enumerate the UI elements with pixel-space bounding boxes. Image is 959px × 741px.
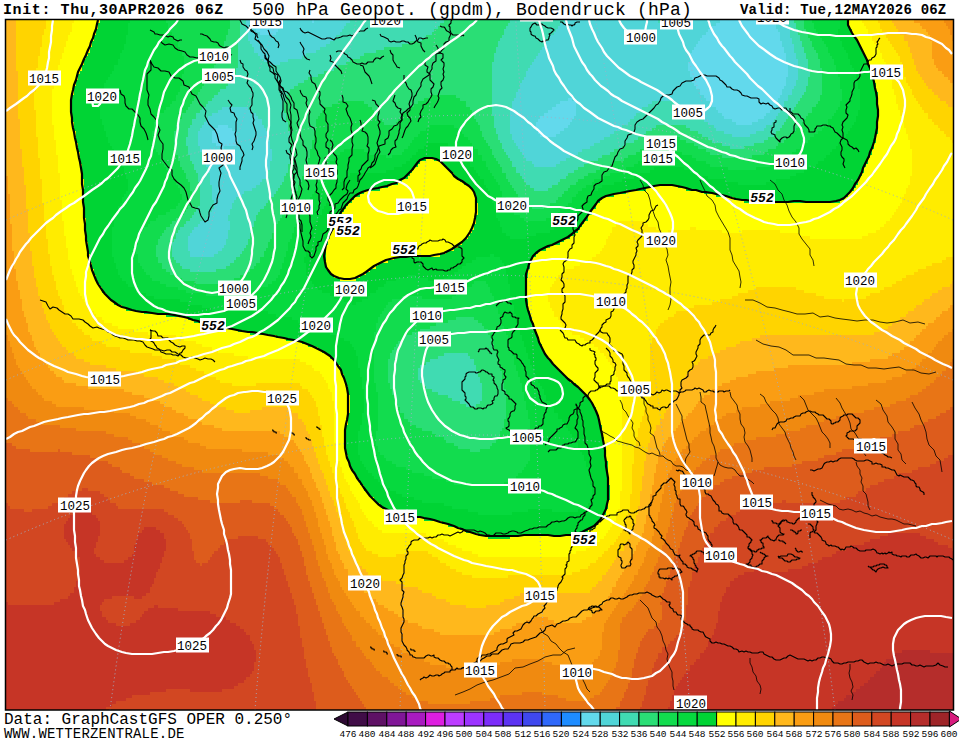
svg-text:1010: 1010 — [682, 477, 712, 491]
svg-text:1020: 1020 — [350, 578, 380, 592]
svg-text:1025: 1025 — [60, 500, 90, 514]
svg-text:528: 528 — [591, 729, 608, 740]
svg-text:1015: 1015 — [646, 138, 676, 152]
svg-text:1020: 1020 — [497, 200, 527, 214]
svg-text:1020: 1020 — [335, 284, 365, 298]
svg-text:1000: 1000 — [626, 32, 656, 46]
svg-text:560: 560 — [746, 729, 763, 740]
svg-text:484: 484 — [378, 729, 395, 740]
svg-text:1015: 1015 — [742, 497, 772, 511]
svg-text:1015: 1015 — [29, 73, 59, 87]
svg-text:1010: 1010 — [281, 202, 311, 216]
svg-text:532: 532 — [611, 729, 628, 740]
svg-text:596: 596 — [921, 729, 938, 740]
svg-text:556: 556 — [727, 729, 744, 740]
svg-text:576: 576 — [824, 729, 841, 740]
svg-text:1020: 1020 — [87, 91, 117, 105]
svg-text:476: 476 — [339, 729, 356, 740]
svg-text:552: 552 — [201, 319, 225, 334]
svg-text:492: 492 — [417, 729, 434, 740]
svg-text:1020: 1020 — [646, 235, 676, 249]
svg-text:1005: 1005 — [673, 107, 703, 121]
svg-text:488: 488 — [397, 729, 414, 740]
svg-text:1020: 1020 — [301, 320, 331, 334]
svg-text:1015: 1015 — [90, 374, 120, 388]
svg-text:552: 552 — [572, 533, 596, 548]
svg-text:568: 568 — [785, 729, 802, 740]
svg-text:1015: 1015 — [110, 153, 140, 167]
svg-text:1015: 1015 — [525, 590, 555, 604]
svg-text:1010: 1010 — [775, 157, 805, 171]
svg-text:1015: 1015 — [801, 508, 831, 522]
svg-text:516: 516 — [533, 729, 550, 740]
svg-text:1010: 1010 — [412, 310, 442, 324]
svg-text:1005: 1005 — [226, 298, 256, 312]
svg-text:600: 600 — [940, 729, 957, 740]
svg-text:1020: 1020 — [442, 149, 472, 163]
svg-text:536: 536 — [630, 729, 647, 740]
svg-text:1015: 1015 — [305, 167, 335, 181]
svg-text:1010: 1010 — [510, 481, 540, 495]
svg-text:1015: 1015 — [435, 282, 465, 296]
svg-text:1005: 1005 — [512, 432, 542, 446]
svg-text:552: 552 — [708, 729, 725, 740]
svg-text:524: 524 — [572, 729, 589, 740]
svg-text:592: 592 — [902, 729, 919, 740]
svg-text:564: 564 — [766, 729, 783, 740]
svg-text:1010: 1010 — [596, 296, 626, 310]
svg-text:480: 480 — [358, 729, 375, 740]
svg-text:552: 552 — [392, 243, 416, 258]
svg-text:1005: 1005 — [419, 334, 449, 348]
svg-text:1000: 1000 — [219, 283, 249, 297]
svg-text:1000: 1000 — [203, 152, 233, 166]
svg-text:588: 588 — [882, 729, 899, 740]
svg-text:1010: 1010 — [199, 51, 229, 65]
svg-text:1005: 1005 — [204, 71, 234, 85]
svg-text:512: 512 — [514, 729, 531, 740]
svg-text:1025: 1025 — [267, 393, 297, 407]
svg-text:552: 552 — [336, 224, 360, 239]
svg-text:1015: 1015 — [856, 441, 886, 455]
svg-text:544: 544 — [669, 729, 686, 740]
svg-text:1015: 1015 — [397, 201, 427, 215]
svg-text:508: 508 — [494, 729, 511, 740]
svg-text:496: 496 — [436, 729, 453, 740]
svg-text:1005: 1005 — [620, 384, 650, 398]
svg-text:1015: 1015 — [643, 153, 673, 167]
svg-text:504: 504 — [475, 729, 492, 740]
svg-text:1015: 1015 — [465, 665, 495, 679]
svg-text:552: 552 — [750, 191, 774, 206]
svg-text:540: 540 — [649, 729, 666, 740]
svg-text:1010: 1010 — [705, 550, 735, 564]
svg-text:580: 580 — [843, 729, 860, 740]
svg-text:1015: 1015 — [385, 512, 415, 526]
svg-text:552: 552 — [552, 214, 576, 229]
svg-text:1025: 1025 — [177, 640, 207, 654]
svg-text:1020: 1020 — [845, 275, 875, 289]
svg-text:520: 520 — [552, 729, 569, 740]
svg-text:500: 500 — [455, 729, 472, 740]
svg-text:1015: 1015 — [871, 67, 901, 81]
svg-text:548: 548 — [688, 729, 705, 740]
svg-text:584: 584 — [863, 729, 880, 740]
svg-text:1010: 1010 — [562, 667, 592, 681]
svg-text:572: 572 — [805, 729, 822, 740]
